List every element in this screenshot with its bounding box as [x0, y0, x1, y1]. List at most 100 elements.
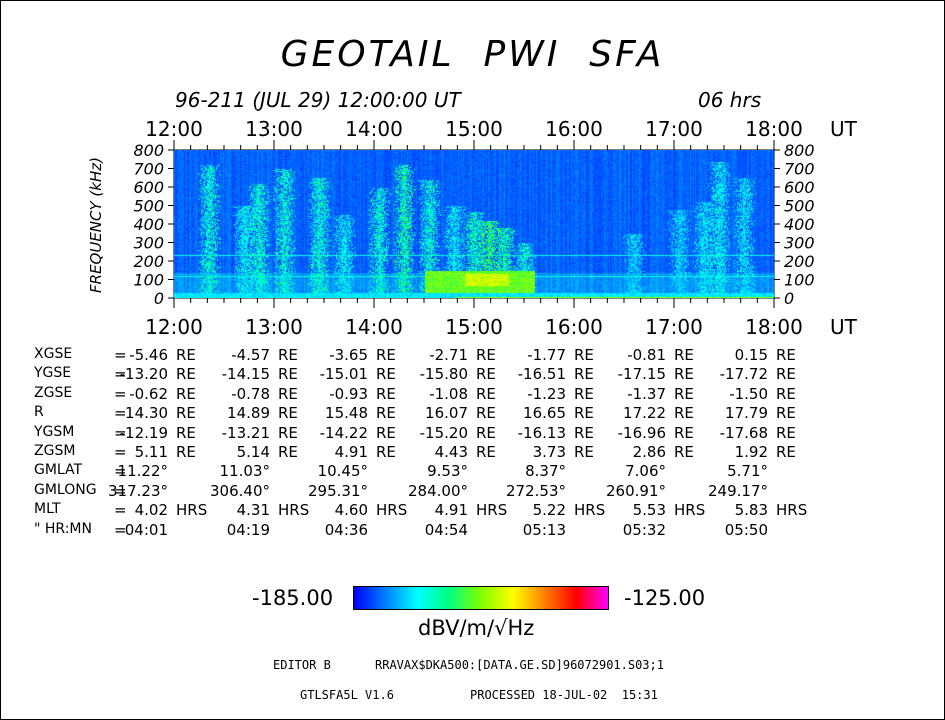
orbit-value-cell: 4.02 — [134, 501, 168, 520]
orbit-unit-label: HRS — [176, 501, 208, 520]
orbit-unit-label: RE — [674, 423, 694, 442]
orbit-unit-label: RE — [278, 404, 298, 423]
orbit-value-cell: 04:01 — [124, 520, 168, 539]
orbit-value-cell: 05:32 — [622, 520, 666, 539]
orbit-value-cell: 5.71° — [727, 462, 768, 481]
orbit-unit-label: RE — [776, 404, 796, 423]
x-tick-label-top: 14:00 — [345, 117, 403, 141]
orbit-unit-label: RE — [776, 346, 796, 364]
y-tick-label-left: 500 — [133, 197, 164, 216]
orbit-unit-label: RE — [176, 384, 196, 403]
orbit-value-cell: 5.14 — [236, 443, 270, 461]
x-tick-label-top: 16:00 — [545, 117, 603, 141]
orbit-value-cell: 260.91° — [606, 481, 666, 500]
orbit-value-cell: 4.43 — [434, 443, 468, 461]
orbit-value-cell: -16.13 — [517, 423, 566, 442]
orbit-value-cell: -13.21 — [221, 423, 270, 442]
orbit-unit-label: RE — [776, 423, 796, 442]
plot-title: GEOTAIL PWI SFA — [280, 34, 665, 75]
y-tick-label-left: 400 — [133, 215, 164, 234]
y-tick-label-left: 0 — [154, 289, 164, 308]
y-tick-label-left: 100 — [133, 271, 164, 290]
orbit-param-name: " HR:MN — [34, 520, 92, 537]
start-time-label: 96-211 (JUL 29) 12:00:00 UT — [175, 88, 461, 112]
orbit-value-cell: 4.60 — [334, 501, 368, 520]
x-tick-label-top: 17:00 — [645, 117, 703, 141]
orbit-value-cell: -12.19 — [119, 423, 168, 442]
orbit-unit-label: HRS — [574, 501, 606, 520]
data-path-label: RRAVAX$DKA500:[DATA.GE.SD]96072901.S03;1 — [375, 658, 664, 672]
x-unit-label-top: UT — [830, 117, 858, 141]
spectrogram-image — [174, 150, 774, 298]
orbit-value-cell: 1.92 — [734, 443, 768, 461]
colorbar-unit-label: dBV/m/√Hz — [418, 616, 535, 640]
orbit-unit-label: HRS — [776, 501, 808, 520]
orbit-unit-label: RE — [674, 365, 694, 384]
orbit-value-cell: 15.48 — [325, 404, 368, 423]
orbit-value-cell: 5.83 — [734, 501, 768, 520]
orbit-value-cell: -1.37 — [627, 384, 666, 403]
y-tick-label-right: 200 — [784, 252, 815, 271]
orbit-unit-label: RE — [176, 443, 196, 461]
y-tick-label-right: 600 — [784, 178, 815, 197]
orbit-unit-label: RE — [574, 423, 594, 442]
orbit-value-cell: 284.00° — [408, 481, 468, 500]
y-tick-label-right: 100 — [784, 271, 815, 290]
y-tick-label-left: 300 — [133, 234, 164, 253]
orbit-value-cell: 16.65 — [523, 404, 566, 423]
y-tick-label-left: 200 — [133, 252, 164, 271]
x-tick-label-bottom: 13:00 — [245, 315, 303, 339]
orbit-param-name: YGSM — [34, 423, 75, 440]
orbit-value-cell: 11.03° — [219, 462, 270, 481]
x-tick-label-bottom: 17:00 — [645, 315, 703, 339]
orbit-value-cell: 8.37° — [525, 462, 566, 481]
orbit-value-cell: -0.62 — [129, 384, 168, 403]
y-tick-label-right: 800 — [784, 141, 815, 160]
colorbar-min-label: -185.00 — [252, 586, 334, 610]
x-tick-label-bottom: 16:00 — [545, 315, 603, 339]
orbit-value-cell: -17.15 — [617, 365, 666, 384]
orbit-value-cell: -1.08 — [429, 384, 468, 403]
orbit-value-cell: -2.71 — [429, 346, 468, 364]
orbit-unit-label: RE — [674, 384, 694, 403]
orbit-value-cell: -17.72 — [719, 365, 768, 384]
version-label: GTLSFA5L V1.6 — [300, 688, 394, 702]
orbit-value-cell: 17.79 — [725, 404, 768, 423]
orbit-value-cell: -0.93 — [329, 384, 368, 403]
orbit-equals-sign: = — [114, 481, 127, 500]
orbit-param-name: MLT — [34, 501, 61, 518]
orbit-value-cell: 272.53° — [506, 481, 566, 500]
orbit-unit-label: RE — [476, 346, 496, 364]
x-tick-label-bottom: 18:00 — [745, 315, 803, 339]
orbit-value-cell: -14.22 — [319, 423, 368, 442]
orbit-value-cell: 04:36 — [324, 520, 368, 539]
orbit-param-name: R — [34, 404, 44, 421]
orbit-value-cell: 317.23° — [108, 481, 168, 500]
orbit-unit-label: RE — [376, 384, 396, 403]
orbit-equals-sign: = — [114, 423, 127, 442]
y-tick-label-right: 0 — [784, 289, 794, 308]
orbit-unit-label: RE — [574, 384, 594, 403]
y-tick-label-left: 700 — [133, 160, 164, 179]
orbit-value-cell: 3.73 — [532, 443, 566, 461]
orbit-param-name: GMLAT — [34, 462, 83, 479]
orbit-unit-label: HRS — [278, 501, 310, 520]
orbit-value-cell: 295.31° — [308, 481, 368, 500]
orbit-unit-label: RE — [776, 443, 796, 461]
orbit-value-cell: -0.81 — [627, 346, 666, 364]
orbit-unit-label: RE — [376, 423, 396, 442]
orbit-value-cell: 7.06° — [625, 462, 666, 481]
orbit-unit-label: RE — [574, 404, 594, 423]
orbit-value-cell: 14.89 — [227, 404, 270, 423]
orbit-value-cell: -17.68 — [719, 423, 768, 442]
orbit-unit-label: RE — [278, 443, 298, 461]
orbit-value-cell: -5.46 — [129, 346, 168, 364]
y-tick-label-right: 700 — [784, 160, 815, 179]
orbit-value-cell: -13.20 — [119, 365, 168, 384]
orbit-value-cell: 5.11 — [134, 443, 168, 461]
orbit-unit-label: RE — [574, 365, 594, 384]
orbit-value-cell: 4.91 — [434, 501, 468, 520]
orbit-value-cell: -16.51 — [517, 365, 566, 384]
x-unit-label-bottom: UT — [830, 315, 858, 339]
orbit-value-cell: 05:13 — [522, 520, 566, 539]
